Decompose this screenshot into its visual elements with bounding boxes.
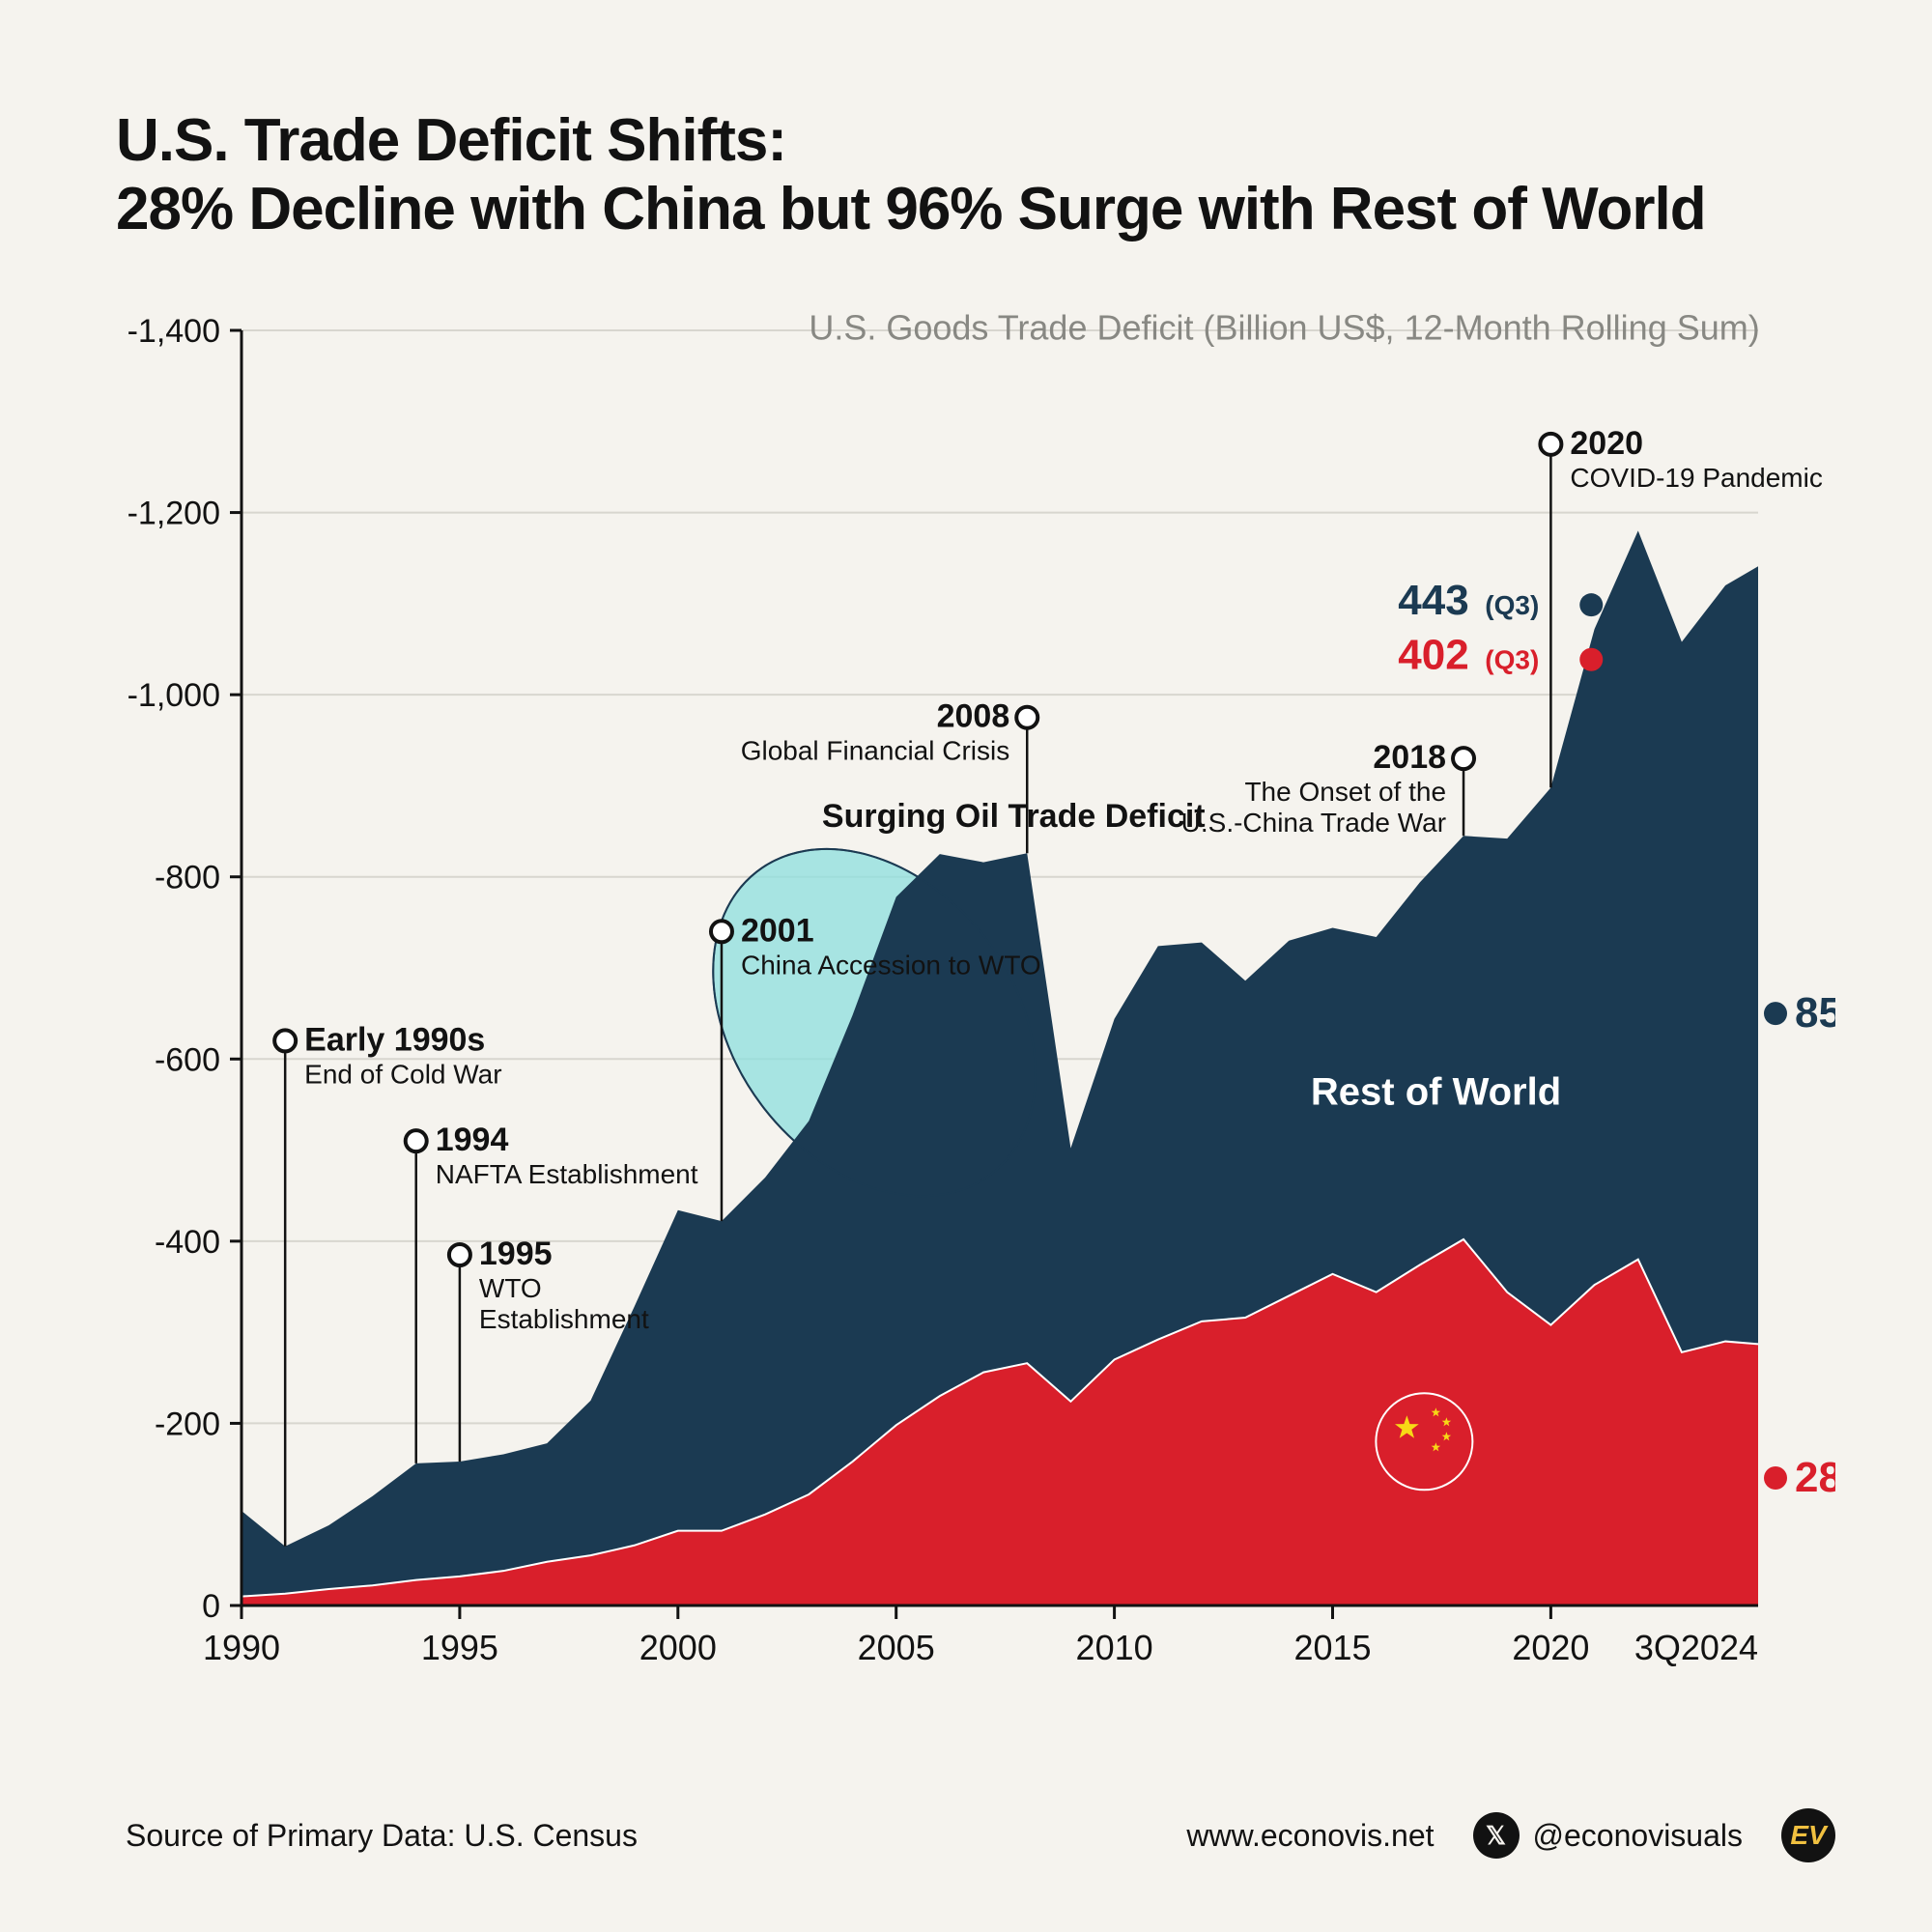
- china-2018-value: 402: [1398, 632, 1468, 679]
- annotation-desc: End of Cold War: [304, 1059, 501, 1089]
- y-tick-label: -800: [155, 860, 220, 896]
- annotation-desc: U.S.-China Trade War: [1181, 808, 1446, 838]
- stacked-area-chart: Surging Oil Trade Deficit 0 -200 -400 -600 -8…: [116, 292, 1835, 1721]
- x-tick-label: 2005: [858, 1628, 935, 1667]
- annotation-desc: Global Financial Crisis: [741, 736, 1010, 766]
- annotation-marker: [449, 1244, 470, 1265]
- annotation-desc: WTO: [479, 1273, 542, 1303]
- annotation-marker: [1453, 748, 1474, 769]
- title-line-1: U.S. Trade Deficit Shifts:: [116, 106, 1835, 175]
- highlight-label: Surging Oil Trade Deficit: [822, 798, 1206, 835]
- china-flag-icon: [1376, 1393, 1472, 1490]
- annotation-desc: China Accession to WTO: [741, 950, 1041, 980]
- annotation-marker: [1540, 434, 1561, 455]
- logo-badge: EV: [1781, 1808, 1835, 1862]
- annotation-desc: The Onset of the: [1244, 777, 1446, 807]
- china-end-value: 287: [1795, 1454, 1835, 1501]
- annotation-year: 1995: [479, 1236, 553, 1272]
- y-tick-label: -600: [155, 1041, 220, 1078]
- title-line-2: 28% Decline with China but 96% Surge wit…: [116, 175, 1835, 243]
- y-tick-label: -1,400: [128, 313, 220, 350]
- chart-title: U.S. Trade Deficit Shifts: 28% Decline w…: [116, 106, 1835, 243]
- row-2018-value: 443: [1398, 577, 1468, 624]
- series-label-row: Rest of World: [1311, 1070, 1561, 1113]
- x-tick-label: 2010: [1076, 1628, 1153, 1667]
- x-end-label: 3Q2024: [1634, 1628, 1758, 1667]
- y-tick-label: -200: [155, 1406, 220, 1442]
- y-tick-label: -1,200: [128, 496, 220, 532]
- chart-subtitle: U.S. Goods Trade Deficit (Billion US$, 1…: [809, 307, 1759, 347]
- annotation-desc: NAFTA Establishment: [436, 1159, 698, 1189]
- y-tick-label: -1,000: [128, 677, 220, 714]
- chart-area: Surging Oil Trade Deficit 0 -200 -400 -600 -8…: [116, 292, 1835, 1721]
- x-tick-label: 2000: [639, 1628, 717, 1667]
- annotation-marker: [406, 1130, 427, 1151]
- y-tick-label: 0: [202, 1588, 220, 1625]
- x-icon: 𝕏: [1473, 1812, 1520, 1859]
- x-tick-label: 1990: [203, 1628, 280, 1667]
- annotation-year: Early 1990s: [304, 1021, 485, 1058]
- y-tick-label: -400: [155, 1224, 220, 1261]
- x-tick-label: 2015: [1293, 1628, 1371, 1667]
- handle: @econovisuals: [1533, 1818, 1743, 1854]
- annotation-year: 2001: [741, 912, 814, 949]
- svg-text:(Q3): (Q3): [1485, 645, 1539, 675]
- site-url: www.econovis.net: [1186, 1818, 1434, 1854]
- annotation-year: 1994: [436, 1122, 509, 1158]
- svg-text:(Q3): (Q3): [1485, 590, 1539, 620]
- annotation-desc: COVID-19 Pandemic: [1570, 463, 1822, 493]
- x-tick-label: 2020: [1512, 1628, 1589, 1667]
- footer: Source of Primary Data: U.S. Census www.…: [126, 1808, 1835, 1862]
- x-tick-label: 1995: [421, 1628, 498, 1667]
- annotation-marker: [1016, 707, 1037, 728]
- annotation-desc: Establishment: [479, 1304, 649, 1334]
- source-text: Source of Primary Data: U.S. Census: [126, 1818, 638, 1854]
- annotation-marker: [711, 921, 732, 942]
- annotation-year: 2018: [1373, 739, 1446, 776]
- annotation-year: 2008: [937, 698, 1010, 735]
- annotation-year: 2020: [1570, 425, 1643, 462]
- row-end-value: 854: [1795, 989, 1835, 1037]
- annotation-marker: [274, 1030, 296, 1051]
